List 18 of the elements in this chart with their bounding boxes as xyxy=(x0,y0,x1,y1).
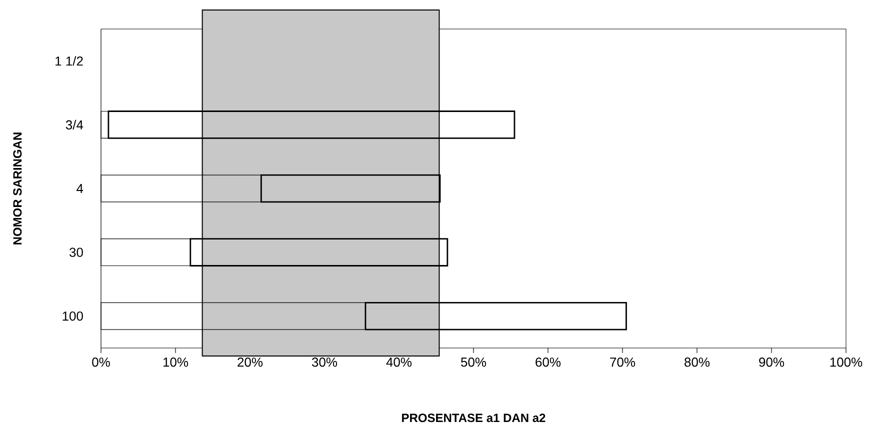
x-tick-label: 50% xyxy=(461,358,486,367)
x-tick-label: 40% xyxy=(386,358,412,367)
y-tick-label: 4 xyxy=(76,184,84,193)
x-tick-label: 0% xyxy=(92,358,110,367)
x-tick-label: 90% xyxy=(759,358,784,367)
x-tick-label: 100% xyxy=(830,358,862,367)
y-tick-label: 30 xyxy=(70,248,83,257)
x-tick-label: 70% xyxy=(610,358,636,367)
y-tick-label: 1 1/2 xyxy=(56,56,83,66)
x-tick-label: 20% xyxy=(238,358,263,367)
x-tick-label: 10% xyxy=(163,358,188,367)
y-tick-label: 100 xyxy=(62,312,83,321)
x-axis-title: PROSENTASE a1 DAN a2 xyxy=(402,414,546,422)
x-tick-label: 30% xyxy=(312,358,338,367)
x-tick-label: 80% xyxy=(684,358,710,367)
y-tick-label: 3/4 xyxy=(66,120,84,130)
x-tick-label: 60% xyxy=(536,358,561,367)
y-axis-title: NOMOR SARINGAN xyxy=(13,132,22,244)
